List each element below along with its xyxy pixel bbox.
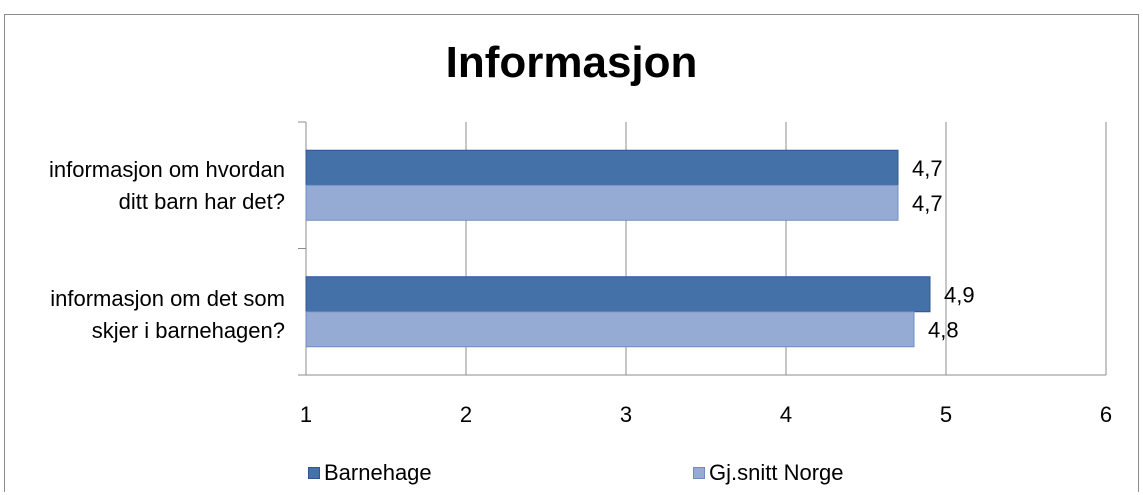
x-tick-label-6: 6 bbox=[1100, 402, 1112, 427]
chart-title: Informasjon bbox=[445, 38, 698, 87]
legend-item-barnehage: Barnehage bbox=[308, 460, 432, 486]
legend-label-barnehage: Barnehage bbox=[324, 460, 432, 485]
bar-2-series-2 bbox=[305, 311, 915, 348]
x-tick-label-5: 5 bbox=[940, 402, 952, 427]
chart-frame bbox=[4, 14, 1139, 492]
data-label-1-series-1: 4,7 bbox=[912, 156, 943, 181]
legend-item-gjsnitt: Gj.snitt Norge bbox=[693, 460, 844, 486]
category-label-1: informasjon om hvordan ditt barn har det… bbox=[48, 157, 285, 214]
legend-swatch-barnehage bbox=[308, 467, 320, 479]
legend-label-gjsnitt: Gj.snitt Norge bbox=[709, 460, 844, 485]
x-tick-label-3: 3 bbox=[620, 402, 632, 427]
x-tick-label-2: 2 bbox=[460, 402, 472, 427]
x-tick-label-4: 4 bbox=[780, 402, 792, 427]
data-label-1-series-2: 4,7 bbox=[912, 191, 943, 216]
category-label-2: informasjon om det som skjer i barnehage… bbox=[50, 286, 285, 343]
bar-1-series-2 bbox=[305, 184, 899, 221]
x-tick-label-1: 1 bbox=[300, 402, 312, 427]
data-label-2-series-1: 4,9 bbox=[944, 282, 975, 307]
bar-2-series-1 bbox=[305, 276, 931, 313]
legend-swatch-gjsnitt bbox=[693, 467, 705, 479]
data-label-2-series-2: 4,8 bbox=[928, 317, 959, 342]
bar-1-series-1 bbox=[305, 149, 899, 186]
